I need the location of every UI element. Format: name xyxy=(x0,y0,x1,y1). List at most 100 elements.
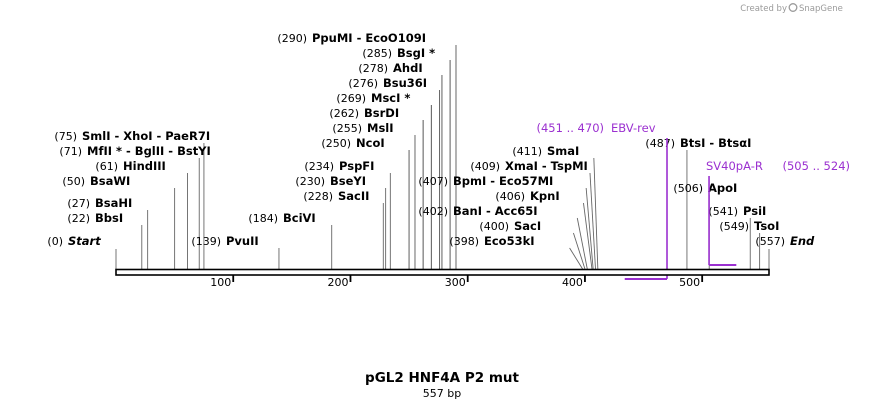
site-name: Bsu36I xyxy=(383,76,427,90)
site-ncoi[interactable]: (250) NcoI xyxy=(321,136,384,150)
site-bsu36i[interactable]: (276) Bsu36I xyxy=(348,76,427,90)
snapgene-credit: Created by SnapGene xyxy=(740,3,843,14)
primer-name: SV40pA-R xyxy=(706,159,763,173)
site-name: BciVI xyxy=(283,211,316,225)
tick-label: 100 xyxy=(210,276,231,289)
site-hindiii[interactable]: (61) HindIII xyxy=(95,159,165,173)
site-ppumi-ecoo109i[interactable]: (290) PpuMI - EcoO109I xyxy=(277,31,426,45)
site-position: (285) xyxy=(362,47,392,60)
primer-features: EBV-rev (451 .. 470) SV40pA-R (505 .. 524) xyxy=(537,121,850,280)
site-btsi-bts-i[interactable]: (487) BtsI - BtsαI xyxy=(645,136,751,150)
site-sacii[interactable]: (228) SacII xyxy=(303,189,369,203)
leader-bani-acc65i xyxy=(576,217,588,270)
site-name: PsiI xyxy=(743,204,766,218)
site-name: BpmI - Eco57MI xyxy=(453,174,553,188)
site-position: (402) xyxy=(418,205,448,218)
site-position: (250) xyxy=(321,137,351,150)
leader-bpmi-eco57mi xyxy=(585,187,594,270)
site-name: SacI xyxy=(514,219,541,233)
site-name: SmlI - XhoI - PaeR7I xyxy=(82,129,210,143)
axis-ticks: 100 200 300 400 500 xyxy=(210,275,704,289)
site-eco53ki[interactable]: (398) Eco53kI xyxy=(449,234,534,248)
site-name: MfII * - BglII - BstYI xyxy=(87,144,211,158)
snapgene-logo-icon xyxy=(788,3,798,12)
map-length: 557 bp xyxy=(423,387,461,400)
site-bpmi-eco57mi[interactable]: (407) BpmI - Eco57MI xyxy=(418,174,553,188)
site-labels: (0) Start (22) BbsI (27) BsaHI (50) BsaWI(61) Hi… xyxy=(47,31,815,248)
site-position: (61) xyxy=(95,160,118,173)
site-name: BanI - Acc65I xyxy=(453,204,538,218)
site-pvuii[interactable]: (139) PvuII xyxy=(191,234,258,248)
primer-ebv-rev[interactable]: EBV-rev (451 .. 470) xyxy=(537,121,668,280)
tick-500: 500 xyxy=(679,275,704,289)
site-name: PspFI xyxy=(339,159,374,173)
site-position: (411) xyxy=(512,145,542,158)
site-name: BsaHI xyxy=(95,196,132,210)
site-name: BtsI - BtsαI xyxy=(680,136,751,150)
tick-100: 100 xyxy=(210,275,235,289)
site-position: (557) xyxy=(755,235,785,248)
site-position: (75) xyxy=(54,130,77,143)
site-psii[interactable]: (541) PsiI xyxy=(708,204,766,218)
site-position: (398) xyxy=(449,235,479,248)
site-position: (234) xyxy=(304,160,334,173)
leader-smai xyxy=(593,157,599,270)
site-position: (139) xyxy=(191,235,221,248)
site-name: BsgI * xyxy=(397,46,435,60)
site-bsgi[interactable]: (285) BsgI * xyxy=(362,46,435,60)
site-position: (50) xyxy=(62,175,85,188)
site-ahdi[interactable]: (278) AhdI xyxy=(358,61,422,75)
leader-eco53ki xyxy=(569,247,583,270)
site-end[interactable]: (557) End xyxy=(755,234,815,248)
primer-sv40pa-r[interactable]: SV40pA-R (505 .. 524) xyxy=(706,159,850,266)
site-start[interactable]: (0) Start xyxy=(47,234,101,248)
site-bsahi[interactable]: (27) BsaHI xyxy=(67,196,132,210)
site-bani-acc65i[interactable]: (402) BanI - Acc65I xyxy=(418,204,537,218)
leader-saci xyxy=(573,232,586,270)
tick-label: 400 xyxy=(562,276,583,289)
credit-brand: SnapGene xyxy=(799,4,843,14)
site-position: (549) xyxy=(719,220,749,233)
site-name: KpnI xyxy=(530,189,560,203)
primer-range: (451 .. 470) xyxy=(537,121,605,135)
site-position: (278) xyxy=(358,62,388,75)
site-name: BsaWI xyxy=(90,174,130,188)
site-bsawi[interactable]: (50) BsaWI xyxy=(62,174,130,188)
sequence-backbone xyxy=(115,268,770,276)
site-position: (506) xyxy=(673,182,703,195)
site-xmai-tspmi[interactable]: (409) XmaI - TspMI xyxy=(470,159,587,173)
site-bcivi[interactable]: (184) BciVI xyxy=(248,211,315,225)
tick-label: 300 xyxy=(445,276,466,289)
backbone-bar xyxy=(115,268,770,276)
site-name: MscI * xyxy=(371,91,410,105)
site-name: HindIII xyxy=(123,159,166,173)
site-position: (400) xyxy=(479,220,509,233)
site-saci[interactable]: (400) SacI xyxy=(479,219,541,233)
site-pspfi[interactable]: (234) PspFI xyxy=(304,159,374,173)
site-name: Start xyxy=(68,234,101,248)
site-name: SacII xyxy=(338,189,369,203)
site-smai[interactable]: (411) SmaI xyxy=(512,144,579,158)
site-smli-xhoi-paer7i[interactable]: (75) SmlI - XhoI - PaeR7I xyxy=(54,129,210,143)
site-position: (71) xyxy=(59,145,82,158)
site-name: BsrDI xyxy=(364,106,399,120)
tick-300: 300 xyxy=(445,275,469,289)
site-bsrdi[interactable]: (262) BsrDI xyxy=(329,106,399,120)
site-bbsi[interactable]: (22) BbsI xyxy=(67,211,123,225)
site-msci[interactable]: (269) MscI * xyxy=(336,91,410,105)
site-kpni[interactable]: (406) KpnI xyxy=(495,189,559,203)
tick-label: 200 xyxy=(327,276,348,289)
site-msli[interactable]: (255) MslI xyxy=(332,121,393,135)
site-tsoi[interactable]: (549) TsoI xyxy=(719,219,779,233)
site-name: ApoI xyxy=(708,181,737,195)
site-position: (407) xyxy=(418,175,448,188)
site-position: (276) xyxy=(348,77,378,90)
site-name: PvuII xyxy=(226,234,259,248)
site-position: (255) xyxy=(332,122,362,135)
site-mfii-bglii-bstyi[interactable]: (71) MfII * - BglII - BstYI xyxy=(59,144,210,158)
site-name: BseYI xyxy=(330,174,366,188)
site-apoi[interactable]: (506) ApoI xyxy=(673,181,737,195)
site-bseyi[interactable]: (230) BseYI xyxy=(295,174,366,188)
site-position: (228) xyxy=(303,190,333,203)
